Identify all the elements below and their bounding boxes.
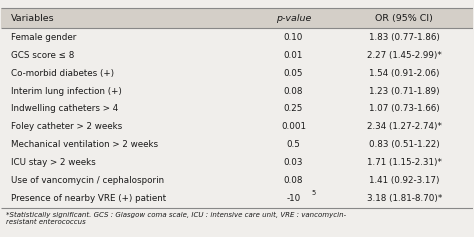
FancyBboxPatch shape [1,28,473,46]
Text: Presence of nearby VRE (+) patient: Presence of nearby VRE (+) patient [11,194,166,203]
FancyBboxPatch shape [1,46,473,64]
Text: Co-morbid diabetes (+): Co-morbid diabetes (+) [11,69,114,78]
Text: -10: -10 [286,194,301,203]
Text: 5: 5 [311,190,316,196]
Text: OR (95% CI): OR (95% CI) [375,14,433,23]
Text: 1.23 (0.71-1.89): 1.23 (0.71-1.89) [369,87,439,96]
Text: ICU stay > 2 weeks: ICU stay > 2 weeks [11,158,96,167]
FancyBboxPatch shape [1,118,473,136]
Text: 0.001: 0.001 [281,122,306,131]
FancyBboxPatch shape [1,172,473,190]
FancyBboxPatch shape [1,9,473,28]
Text: GCS score ≤ 8: GCS score ≤ 8 [11,51,74,60]
FancyBboxPatch shape [1,190,473,208]
Text: Use of vancomycin / cephalosporin: Use of vancomycin / cephalosporin [11,176,164,185]
Text: Interim lung infection (+): Interim lung infection (+) [11,87,122,96]
Text: 0.08: 0.08 [284,176,303,185]
Text: 2.27 (1.45-2.99)*: 2.27 (1.45-2.99)* [367,51,442,60]
Text: 1.71 (1.15-2.31)*: 1.71 (1.15-2.31)* [367,158,442,167]
Text: 0.03: 0.03 [284,158,303,167]
Text: p-value: p-value [276,14,311,23]
Text: 0.25: 0.25 [284,105,303,114]
Text: 0.08: 0.08 [284,87,303,96]
FancyBboxPatch shape [1,136,473,154]
FancyBboxPatch shape [1,154,473,172]
Text: 1.07 (0.73-1.66): 1.07 (0.73-1.66) [369,105,440,114]
Text: Foley catheter > 2 weeks: Foley catheter > 2 weeks [11,122,122,131]
Text: 0.5: 0.5 [287,140,301,149]
Text: Female gender: Female gender [11,33,76,42]
Text: Variables: Variables [11,14,55,23]
Text: 0.10: 0.10 [284,33,303,42]
Text: Indwelling catheters > 4: Indwelling catheters > 4 [11,105,118,114]
FancyBboxPatch shape [1,82,473,100]
Text: 2.34 (1.27-2.74)*: 2.34 (1.27-2.74)* [367,122,442,131]
Text: 0.05: 0.05 [284,69,303,78]
Text: 1.54 (0.91-2.06): 1.54 (0.91-2.06) [369,69,439,78]
FancyBboxPatch shape [1,100,473,118]
Text: 1.41 (0.92-3.17): 1.41 (0.92-3.17) [369,176,439,185]
Text: 1.83 (0.77-1.86): 1.83 (0.77-1.86) [369,33,440,42]
Text: 0.83 (0.51-1.22): 0.83 (0.51-1.22) [369,140,440,149]
Text: 3.18 (1.81-8.70)*: 3.18 (1.81-8.70)* [366,194,442,203]
FancyBboxPatch shape [1,64,473,82]
Text: *Statistically significant. GCS : Glasgow coma scale, ICU : intensive care unit,: *Statistically significant. GCS : Glasgo… [6,212,346,225]
Text: Mechanical ventilation > 2 weeks: Mechanical ventilation > 2 weeks [11,140,158,149]
Text: 0.01: 0.01 [284,51,303,60]
